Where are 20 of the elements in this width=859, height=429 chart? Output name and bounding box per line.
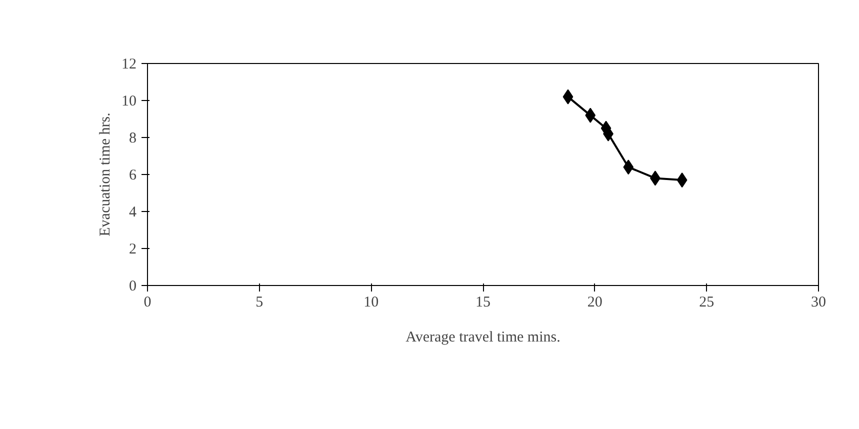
point <box>676 172 688 188</box>
x-tick-label: 5 <box>256 294 264 310</box>
x-tick-label: 15 <box>476 294 490 310</box>
point <box>585 108 596 123</box>
y-tick-label: 6 <box>129 168 137 184</box>
y-tick-label: 2 <box>129 242 136 258</box>
y-tick-label: 12 <box>122 56 136 72</box>
point <box>623 160 634 175</box>
y-tick-label: 4 <box>129 204 137 220</box>
x-tick-label: 25 <box>699 294 714 310</box>
x-tick-label: 20 <box>587 294 602 310</box>
y-axis-title: Evacuation time hrs. <box>98 112 114 236</box>
y-tick-label: 8 <box>129 130 136 146</box>
y-tick-label: 10 <box>122 94 136 110</box>
x-tick-label: 0 <box>144 294 152 310</box>
point <box>562 89 574 104</box>
x-tick-label: 30 <box>811 294 826 310</box>
y-tick-label: 0 <box>129 278 136 294</box>
x-axis-title: Average travel time mins. <box>406 330 560 346</box>
x-tick-label: 10 <box>364 294 379 310</box>
